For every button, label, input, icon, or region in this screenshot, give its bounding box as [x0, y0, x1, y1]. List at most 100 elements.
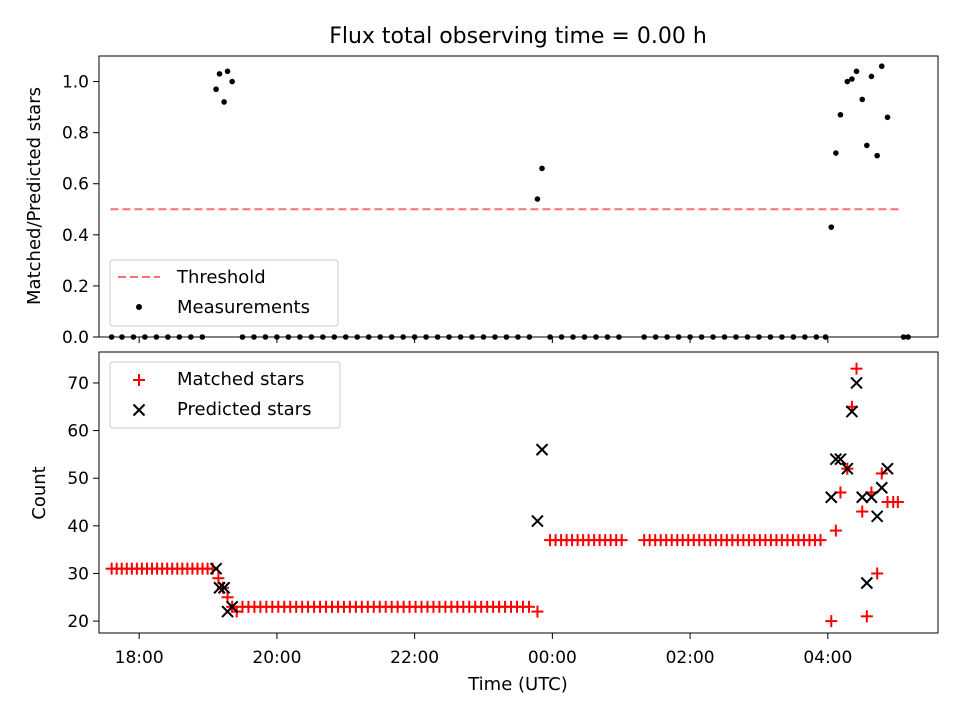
- matched-star-point: [522, 600, 535, 613]
- measurement-point: [216, 71, 223, 77]
- measurement-point: [813, 334, 820, 340]
- measurement-point: [733, 334, 739, 340]
- measurement-point: [503, 334, 510, 340]
- measurement-point: [652, 334, 659, 340]
- measurement-point: [331, 334, 338, 340]
- predicted-star-point: [845, 405, 859, 418]
- measurement-point: [844, 78, 851, 85]
- predicted-star-point: [825, 491, 838, 504]
- measurement-point: [297, 334, 303, 340]
- measurement-point: [833, 150, 839, 156]
- bottom-y-tick-label: 70: [67, 374, 89, 394]
- measurement-point: [581, 334, 588, 340]
- measurement-point: [558, 334, 565, 340]
- x-stroke-b: [856, 491, 869, 504]
- measurement-point: [837, 111, 844, 118]
- measurement-point: [119, 334, 125, 340]
- measurement-point: [878, 63, 885, 70]
- measurement-point: [342, 334, 349, 340]
- matched-star-point: [871, 567, 884, 580]
- legend-matched-label: Matched stars: [177, 369, 304, 390]
- legend-plus-marker: [133, 374, 145, 386]
- bottom-x-tick-label: 00:00: [528, 648, 577, 668]
- bottom-y-tick-label: 50: [67, 469, 89, 489]
- measurement-point: [698, 334, 705, 340]
- matched-star-point: [829, 524, 842, 537]
- x-stroke-b: [875, 481, 888, 494]
- measurement-point: [285, 334, 292, 340]
- predicted-star-point: [829, 452, 843, 466]
- matched-star-point: [891, 496, 904, 509]
- bottom-y-tick-label: 30: [67, 564, 89, 584]
- matched-star-point: [860, 610, 873, 623]
- legend-predicted-label: Predicted stars: [177, 399, 311, 420]
- measurement-point: [853, 68, 860, 75]
- measurement-point: [377, 334, 383, 340]
- measurement-point: [469, 334, 475, 340]
- x-stroke-b: [535, 443, 549, 456]
- bottom-legend-box: [109, 361, 341, 429]
- measurement-point: [790, 334, 797, 340]
- measurement-point: [400, 334, 406, 340]
- bottom-legend: Matched stars Predicted stars: [109, 361, 341, 429]
- x-stroke-b: [865, 491, 878, 504]
- predicted-star-point: [881, 462, 894, 475]
- bottom-plot-frame: [98, 351, 939, 634]
- x-stroke-b: [841, 462, 854, 475]
- x-stroke-b: [870, 510, 884, 523]
- predicted-star-point: [209, 562, 223, 575]
- x-stroke-b: [829, 452, 843, 466]
- x-stroke-b: [209, 562, 223, 575]
- bottom-x-tick-label: 18:00: [115, 648, 164, 668]
- legend-predicted-swatch: [132, 403, 146, 417]
- predicted-star-point: [531, 514, 544, 528]
- bottom-x-axis-ticks: 18:00 20:00 22:00 00:00 02:00 04:00: [115, 633, 852, 668]
- measurement-point: [199, 334, 206, 340]
- measurement-point: [868, 73, 875, 80]
- measurement-point: [108, 334, 115, 340]
- x-stroke-b: [850, 376, 863, 390]
- measurement-point: [308, 334, 315, 340]
- measurement-point: [641, 334, 647, 340]
- predicted-star-point: [834, 452, 847, 466]
- predicted-star-point: [213, 581, 226, 594]
- measurement-point: [675, 334, 682, 340]
- x-stroke-b: [881, 462, 894, 475]
- measurement-point: [604, 334, 611, 340]
- measurement-point: [547, 334, 553, 340]
- matched-star-point: [850, 362, 863, 375]
- measurement-point: [480, 334, 487, 340]
- measurement-point: [710, 334, 716, 340]
- measurement-point: [756, 334, 762, 340]
- measurement-point: [744, 334, 751, 340]
- top-y-axis-ticks: 0.0 0.2 0.4 0.6 0.8 1.0: [62, 73, 99, 348]
- chart-title: Flux total observing time = 0.00 h: [329, 24, 707, 49]
- measurement-point: [251, 334, 257, 340]
- x-stroke-b: [860, 576, 874, 590]
- measurement-point: [515, 334, 521, 340]
- top-legend: Threshold Measurements: [109, 259, 339, 327]
- bottom-panel: 20 30 40 50 60 70 18:00 20:00 22:00 00:00 02:00 04…: [29, 351, 939, 695]
- measurement-point: [779, 334, 785, 340]
- measurement-point: [539, 165, 545, 172]
- bottom-y-tick-label: 60: [67, 422, 89, 442]
- bottom-x-tick-label: 02:00: [666, 648, 715, 668]
- x-stroke-b: [531, 514, 544, 528]
- measurement-point: [802, 334, 808, 340]
- measurement-point: [176, 334, 183, 340]
- measurement-point: [229, 78, 235, 85]
- predicted-star-point: [841, 462, 854, 475]
- bottom-y-tick-label: 40: [67, 517, 89, 537]
- measurement-point: [864, 142, 870, 149]
- legend-measurements-swatch: [136, 304, 142, 310]
- predicted-star-point: [535, 443, 549, 456]
- measurement-point: [534, 196, 541, 202]
- predicted-star-point: [870, 510, 884, 523]
- measurement-point: [849, 76, 855, 82]
- measurement-point: [593, 334, 599, 340]
- measurement-point: [354, 334, 361, 340]
- top-legend-box: [109, 259, 339, 327]
- top-y-axis-label: Matched/Predicted stars: [24, 87, 45, 305]
- bottom-y-tick-label: 20: [67, 612, 89, 632]
